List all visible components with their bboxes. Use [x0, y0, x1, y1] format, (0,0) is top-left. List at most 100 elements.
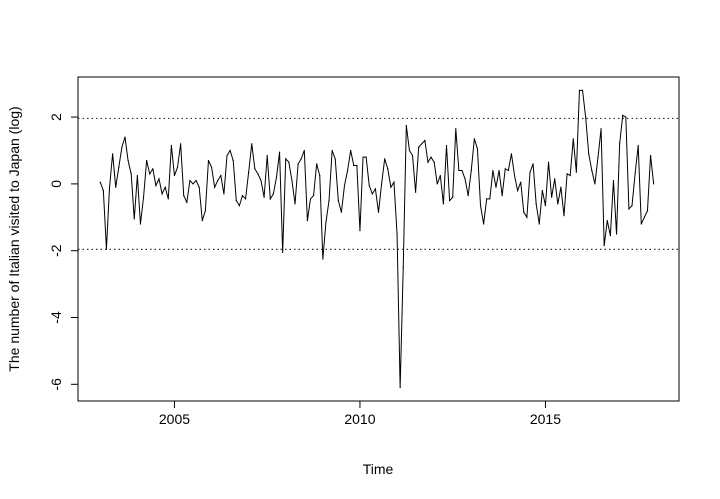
data-point [501, 194, 503, 197]
data-point [340, 211, 342, 213]
data-point [343, 184, 346, 187]
data-point [241, 194, 244, 197]
data-point [263, 196, 265, 198]
data-point [99, 181, 101, 183]
data-point [609, 235, 611, 237]
data-point [396, 233, 398, 235]
data-point [532, 163, 534, 165]
data-point [433, 161, 435, 163]
data-point [526, 216, 528, 218]
data-point [136, 174, 138, 177]
data-point [244, 198, 247, 200]
data-point [232, 159, 234, 162]
data-point [167, 198, 169, 200]
data-point [235, 199, 237, 202]
data-point [297, 163, 299, 165]
data-point [155, 184, 157, 187]
data-point [588, 153, 590, 155]
data-point [452, 196, 454, 198]
y-tick-label: -2 [48, 244, 64, 257]
data-point [615, 233, 618, 235]
data-point [322, 258, 324, 260]
data-point [449, 199, 451, 202]
data-point [445, 144, 448, 147]
data-point [517, 189, 519, 192]
data-point [158, 178, 160, 180]
data-point [220, 174, 222, 177]
data-point [198, 186, 200, 188]
data-point [631, 205, 633, 207]
data-point [649, 154, 652, 157]
data-point [424, 139, 426, 142]
data-point [374, 188, 377, 190]
data-point [312, 194, 315, 197]
data-point [285, 158, 287, 160]
data-point [204, 210, 206, 212]
data-point [430, 156, 432, 158]
data-point [585, 116, 587, 118]
data-point [612, 179, 615, 182]
data-point [226, 154, 228, 157]
data-point [461, 169, 463, 172]
data-point [337, 199, 339, 202]
y-axis-label: The number of Italian visited to Japan (… [6, 106, 22, 371]
data-point [544, 205, 547, 207]
data-point [112, 153, 114, 155]
data-point [105, 248, 108, 250]
data-point [207, 159, 210, 162]
data-point [408, 149, 411, 152]
data-point [619, 143, 621, 145]
data-point [566, 173, 568, 175]
y-tick-label: 0 [48, 180, 64, 188]
data-point [591, 169, 593, 172]
data-point [356, 164, 358, 167]
data-point [572, 138, 574, 140]
y-tick-label: 2 [48, 113, 64, 121]
data-point [164, 186, 166, 188]
data-point [507, 169, 509, 172]
data-point [455, 128, 457, 130]
data-point [309, 198, 312, 200]
data-point [368, 184, 370, 187]
data-point [551, 196, 553, 198]
x-tick-label: 2010 [344, 411, 375, 427]
data-point [186, 201, 188, 203]
data-point [149, 173, 151, 175]
data-point [538, 223, 540, 225]
data-point [606, 220, 608, 222]
data-point [470, 169, 472, 172]
data-point [569, 174, 571, 177]
data-points [99, 89, 655, 389]
data-point [597, 156, 599, 158]
data-point [306, 220, 308, 222]
data-point [115, 186, 117, 188]
data-point [130, 173, 132, 175]
data-point [316, 163, 318, 165]
data-point [189, 179, 191, 182]
data-point [405, 124, 407, 127]
data-point [541, 189, 543, 192]
data-point [510, 153, 513, 155]
data-point [291, 179, 293, 182]
data-point [535, 203, 537, 205]
data-point [504, 168, 506, 170]
data-point [581, 89, 584, 91]
data-point [418, 146, 420, 148]
data-point [229, 149, 231, 152]
data-point [331, 149, 333, 152]
x-tick-label: 2015 [530, 411, 561, 427]
data-point [201, 220, 203, 222]
data-point [594, 183, 596, 185]
data-point [495, 186, 497, 188]
data-point [421, 143, 423, 145]
data-point [161, 193, 163, 195]
data-point [257, 173, 259, 175]
data-point [646, 210, 649, 212]
data-point [266, 154, 268, 157]
data-point [399, 387, 401, 389]
data-point [600, 128, 602, 130]
data-point [634, 173, 636, 175]
data-point [102, 189, 104, 192]
data-point [127, 159, 129, 162]
